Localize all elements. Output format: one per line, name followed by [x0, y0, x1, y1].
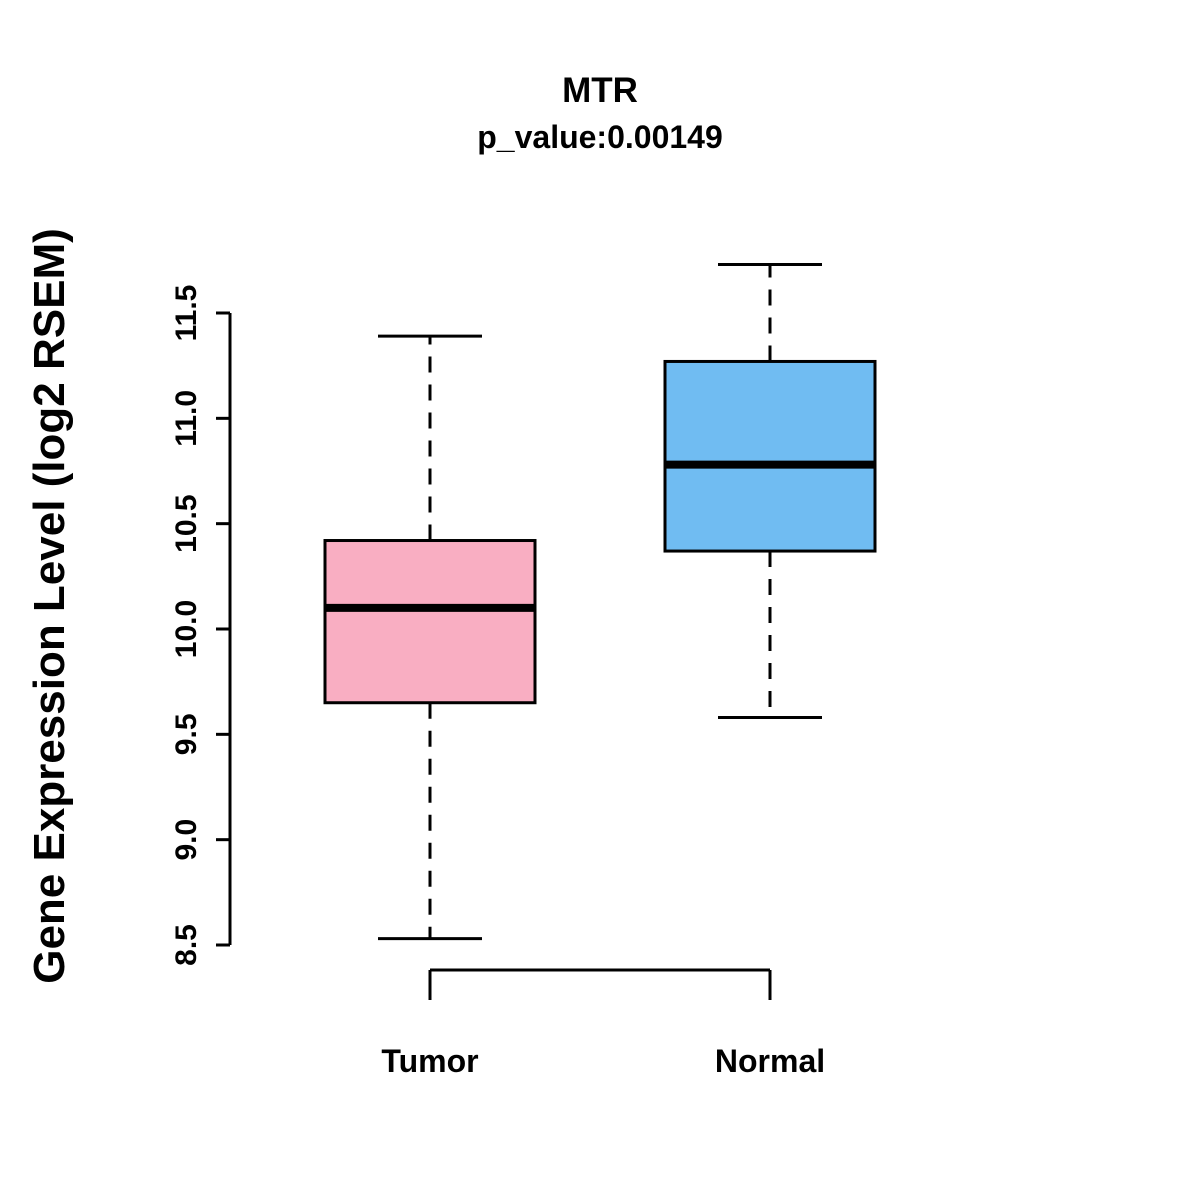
x-tick-label-tumor: Tumor: [381, 1043, 478, 1079]
y-tick-label-1: 9.0: [170, 819, 203, 861]
box-normal: [663, 359, 877, 553]
chart-title: MTR: [562, 71, 638, 110]
y-tick-label-3: 10.0: [170, 600, 203, 658]
y-tick-label-5: 11.0: [170, 390, 203, 447]
x-tick-label-normal: Normal: [715, 1043, 825, 1079]
box-tumor: [323, 539, 537, 705]
y-tick-label-6: 11.5: [170, 285, 203, 342]
y-tick-label-2: 9.5: [170, 713, 203, 755]
chart-subtitle-pvalue: p_value:0.00149: [477, 119, 723, 155]
y-tick-label-4: 10.5: [170, 494, 203, 552]
y-tick-label-0: 8.5: [170, 924, 203, 966]
